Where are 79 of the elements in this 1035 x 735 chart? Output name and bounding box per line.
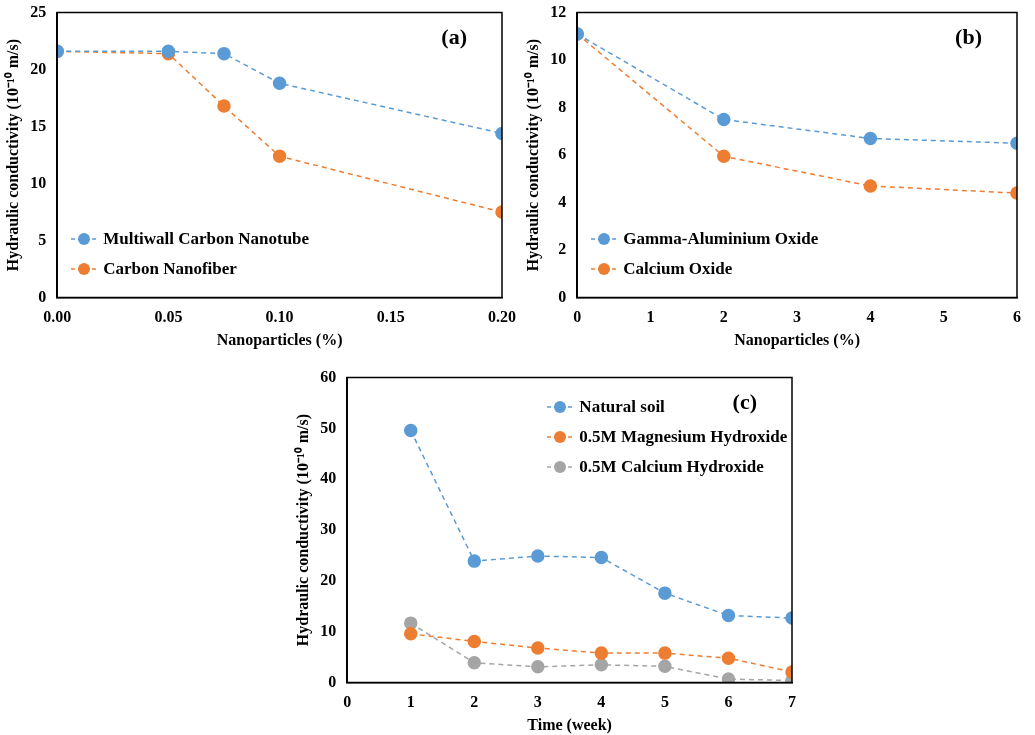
y-axis-title: Hydraulic conductivity (10⁻¹⁰ m/s): [523, 38, 542, 272]
point: [467, 634, 482, 649]
x-tick-label: 3: [793, 308, 802, 326]
x-tick-label: 6: [724, 693, 733, 711]
x-tick-label: 5: [939, 308, 948, 326]
y-tick-label: 6: [558, 145, 567, 163]
x-tick-label: 0.05: [154, 308, 183, 326]
y-tick-label: 8: [558, 97, 567, 115]
point: [467, 656, 482, 670]
annotation: (b): [955, 24, 982, 50]
y-tick-label: 25: [30, 2, 47, 20]
point: [217, 99, 231, 113]
point: [863, 179, 878, 193]
x-axis-title: Nanoparticles (%): [734, 330, 860, 349]
annotation: (a): [441, 24, 467, 50]
annotation: (c): [732, 389, 757, 415]
point: [403, 423, 418, 438]
x-tick-label: 2: [470, 693, 479, 711]
y-tick-label: 30: [320, 520, 337, 538]
y-tick-label: 0: [38, 287, 47, 305]
y-tick-label: 0: [558, 287, 567, 305]
point: [594, 550, 609, 565]
legend-label: 0.5M Magnesium Hydroxide: [579, 426, 788, 447]
x-tick-label: 4: [866, 308, 875, 326]
point: [658, 659, 672, 674]
y-tick-label: 10: [550, 50, 567, 68]
x-tick-label: 5: [660, 693, 669, 711]
y-tick-label: 2: [558, 240, 567, 258]
legend-label: Gamma-Aluminium Oxide: [623, 228, 819, 249]
x-tick-label: 4: [597, 693, 606, 711]
point: [403, 627, 418, 641]
y-tick-label: 20: [320, 571, 337, 589]
y-tick-label: 50: [320, 418, 337, 436]
point: [531, 549, 545, 563]
x-tick-label: 0: [573, 308, 582, 326]
legend-label: 0.5M Calcium Hydroxide: [579, 456, 764, 477]
y-tick-label: 15: [30, 116, 47, 134]
x-tick-label: 0.00: [43, 308, 72, 326]
y-tick-label: 40: [320, 469, 337, 487]
x-tick-label: 1: [646, 308, 655, 326]
y-tick-label: 4: [558, 192, 567, 210]
legend-label: Multiwall Carbon Nanotube: [103, 228, 310, 249]
point: [721, 672, 736, 683]
point: [272, 149, 287, 163]
legend-label: Calcium Oxide: [623, 258, 733, 279]
point: [721, 608, 736, 623]
point: [717, 149, 731, 164]
y-axis-title: Hydraulic conductivity (10⁻¹⁰ m/s): [293, 413, 312, 647]
legend-label: Carbon Nanofiber: [103, 258, 237, 279]
point: [594, 658, 609, 672]
x-tick-label: 0.20: [488, 308, 516, 326]
point: [658, 586, 672, 600]
y-tick-label: 5: [38, 230, 47, 248]
x-axis-title: Nanoparticles (%): [216, 330, 343, 349]
point: [467, 554, 482, 568]
y-tick-label: 20: [30, 59, 47, 77]
x-tick-label: 6: [1013, 308, 1021, 326]
x-axis-title: Time (week): [527, 715, 612, 734]
x-tick-label: 0: [343, 693, 352, 711]
point: [658, 646, 672, 660]
point: [721, 651, 736, 665]
x-tick-label: 0.15: [376, 308, 405, 326]
point: [272, 76, 287, 91]
x-tick-label: 2: [719, 308, 728, 326]
x-tick-label: 3: [533, 693, 542, 711]
y-tick-label: 60: [320, 367, 337, 385]
point: [531, 660, 545, 674]
point: [531, 641, 545, 655]
y-tick-label: 10: [30, 173, 47, 191]
x-tick-label: 0.10: [265, 308, 294, 326]
y-tick-label: 0: [328, 672, 337, 690]
y-axis-title: Hydraulic conductivity (10⁻¹⁰ m/s): [3, 38, 22, 272]
legend-label: Natural soil: [579, 396, 665, 417]
y-tick-label: 10: [320, 621, 337, 639]
point: [217, 46, 231, 61]
point: [594, 646, 609, 660]
y-tick-label: 12: [550, 2, 567, 20]
x-tick-label: 1: [406, 693, 415, 711]
x-tick-label: 7: [788, 693, 796, 711]
